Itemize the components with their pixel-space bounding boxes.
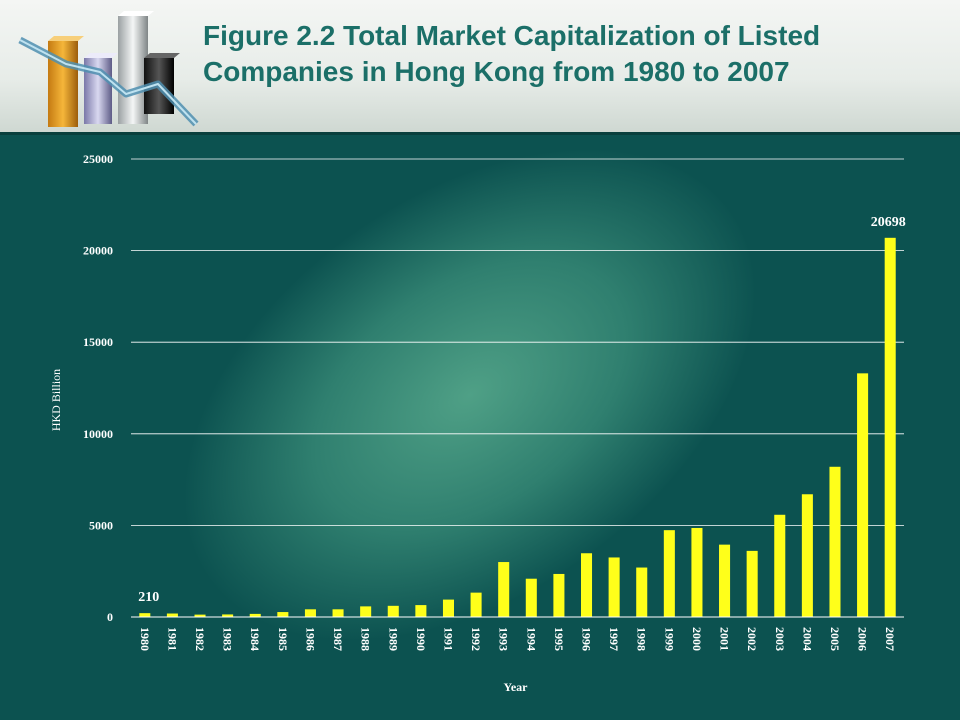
x-axis-label: Year: [504, 680, 529, 694]
y-tick-label: 25000: [83, 152, 113, 166]
x-tick-label: 1983: [221, 627, 235, 651]
bar-1995: [553, 573, 565, 617]
y-axis-ticks: 0 5000 10000 15000 20000 25000: [83, 152, 113, 624]
bar-1993: [498, 562, 510, 617]
x-tick-label: 1988: [359, 627, 373, 651]
x-tick-label: 1982: [193, 627, 207, 651]
x-axis-ticks: 1980 1981 1982 1983 1984 1985 1986 1987 1988 1989…: [138, 627, 897, 651]
y-tick-label: 5000: [89, 518, 113, 532]
data-label: 210: [138, 590, 159, 605]
bar-chart-logo-icon: [18, 11, 199, 127]
x-tick-label: 1992: [469, 627, 483, 651]
y-tick-label: 0: [107, 610, 113, 624]
title-line-2: Companies in Hong Kong from 1980 to 2007: [203, 56, 790, 87]
slide-header: Figure 2.2 Total Market Capitalization o…: [0, 0, 960, 135]
bar-1998: [636, 567, 648, 617]
bar-1981: [166, 613, 178, 617]
bar-1988: [360, 606, 372, 617]
y-tick-label: 10000: [83, 427, 113, 441]
bar-1984: [249, 613, 261, 617]
x-tick-label: 2001: [718, 627, 732, 651]
x-tick-label: 1980: [138, 627, 152, 651]
bar-1999: [663, 530, 675, 617]
bar-1985: [277, 612, 289, 617]
x-tick-label: 1997: [607, 627, 621, 651]
bar-2003: [774, 514, 786, 617]
data-labels: 210 20698: [138, 215, 905, 605]
x-tick-label: 2007: [883, 627, 897, 651]
bar-2002: [746, 550, 758, 617]
bar-1990: [415, 605, 427, 617]
bar-1982: [194, 614, 206, 617]
x-tick-label: 1993: [497, 627, 511, 651]
x-tick-label: 1985: [276, 627, 290, 651]
x-tick-label: 1994: [524, 627, 538, 651]
bar-2005: [829, 466, 841, 617]
x-tick-label: 2000: [690, 627, 704, 651]
bar-1987: [332, 609, 344, 617]
bar-2004: [801, 494, 813, 617]
x-tick-label: 1986: [303, 627, 317, 651]
gridlines: [131, 158, 904, 526]
bar-1996: [580, 553, 593, 617]
bars: [139, 237, 896, 618]
x-tick-label: 1981: [165, 627, 179, 651]
x-tick-label: 1995: [552, 627, 566, 651]
x-tick-label: 1998: [635, 627, 649, 651]
data-label: 20698: [871, 215, 906, 230]
bar-1989: [387, 605, 399, 617]
page-title: Figure 2.2 Total Market Capitalization o…: [203, 18, 943, 90]
bar-1991: [442, 599, 455, 617]
y-tick-label: 20000: [83, 244, 113, 258]
title-line-1: Figure 2.2 Total Market Capitalization o…: [203, 20, 821, 51]
bar-1992: [470, 592, 482, 617]
bar-2006: [857, 373, 869, 617]
bar-1980: [139, 613, 151, 617]
x-tick-label: 2004: [800, 627, 814, 651]
bar-1986: [304, 609, 316, 617]
bar-1983: [222, 614, 234, 617]
x-tick-label: 2006: [856, 627, 870, 651]
y-tick-label: 15000: [83, 335, 113, 349]
x-tick-label: 2005: [828, 627, 842, 651]
x-tick-label: 1990: [414, 627, 428, 651]
x-tick-label: 1987: [331, 627, 345, 651]
x-tick-label: 1984: [248, 627, 262, 651]
x-tick-label: 1991: [441, 627, 455, 651]
bar-2000: [691, 527, 703, 617]
y-axis-label: HKD Billion: [49, 369, 63, 431]
x-tick-label: 1996: [580, 627, 594, 651]
x-tick-label: 2003: [773, 627, 787, 651]
x-tick-label: 1989: [386, 627, 400, 651]
x-tick-label: 2002: [745, 627, 759, 651]
bar-2001: [719, 544, 731, 617]
bar-1997: [608, 557, 620, 617]
bar-2007: [884, 237, 896, 618]
bar-1994: [525, 578, 537, 617]
x-tick-label: 1999: [662, 627, 676, 651]
slide-background: [0, 135, 960, 720]
